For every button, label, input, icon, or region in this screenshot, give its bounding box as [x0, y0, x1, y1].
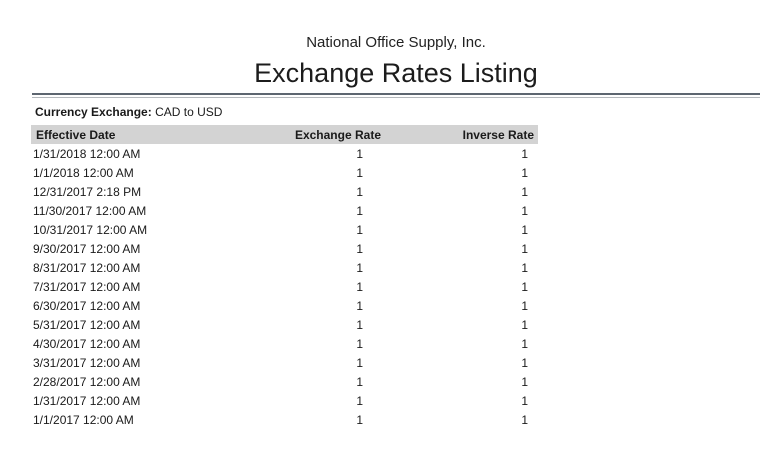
- exchange-rate-cell: 1: [356, 222, 363, 237]
- currency-exchange-label: Currency Exchange:: [35, 105, 152, 119]
- effective-date-cell: 1/1/2018 12:00 AM: [33, 165, 134, 180]
- exchange-rate-cell: 1: [356, 355, 363, 370]
- company-name: National Office Supply, Inc.: [306, 34, 486, 51]
- title-divider-rule: [32, 93, 760, 98]
- inverse-rate-cell: 1: [521, 165, 528, 180]
- effective-date-cell: 12/31/2017 2:18 PM: [33, 184, 142, 199]
- inverse-rate-cell: 1: [521, 317, 528, 332]
- inverse-rate-cell: 1: [521, 279, 528, 294]
- effective-date-cell: 1/1/2017 12:00 AM: [33, 412, 134, 427]
- effective-date-cell: 10/31/2017 12:00 AM: [33, 222, 148, 237]
- exchange-rate-cell: 1: [356, 184, 363, 199]
- inverse-rate-cell: 1: [521, 355, 528, 370]
- exchange-rate-cell: 1: [356, 374, 363, 389]
- report-page: National Office Supply, Inc. Exchange Ra…: [31, 0, 760, 429]
- report-title: Exchange Rates Listing: [254, 58, 538, 88]
- table-row: 10/31/2017 12:00 AM 1 1: [31, 220, 538, 239]
- table-row: 1/1/2017 12:00 AM 1 1: [31, 410, 538, 429]
- exchange-rate-cell: 1: [356, 279, 363, 294]
- table-row: 11/30/2017 12:00 AM 1 1: [31, 201, 538, 220]
- exchange-rate-cell: 1: [356, 165, 363, 180]
- table-row: 1/1/2018 12:00 AM 1 1: [31, 163, 538, 182]
- effective-date-cell: 8/31/2017 12:00 AM: [33, 260, 141, 275]
- table-row: 6/30/2017 12:00 AM 1 1: [31, 296, 538, 315]
- inverse-rate-cell: 1: [521, 298, 528, 313]
- table-row: 4/30/2017 12:00 AM 1 1: [31, 334, 538, 353]
- exchange-rate-cell: 1: [356, 393, 363, 408]
- exchange-rate-cell: 1: [356, 241, 363, 256]
- inverse-rate-cell: 1: [521, 241, 528, 256]
- column-header-exchange-rate: Exchange Rate: [294, 127, 381, 142]
- table-row: 1/31/2017 12:00 AM 1 1: [31, 391, 538, 410]
- effective-date-cell: 1/31/2018 12:00 AM: [33, 146, 141, 161]
- table-row: 1/31/2018 12:00 AM 1 1: [31, 144, 538, 163]
- exchange-rates-table: Effective Date Exchange Rate Inverse Rat…: [31, 125, 538, 429]
- effective-date-cell: 2/28/2017 12:00 AM: [33, 374, 141, 389]
- column-header-inverse-rate: Inverse Rate: [462, 127, 534, 142]
- table-header-row: Effective Date Exchange Rate Inverse Rat…: [31, 125, 538, 144]
- effective-date-cell: 5/31/2017 12:00 AM: [33, 317, 141, 332]
- table-row: 9/30/2017 12:00 AM 1 1: [31, 239, 538, 258]
- inverse-rate-cell: 1: [521, 374, 528, 389]
- exchange-rate-cell: 1: [356, 146, 363, 161]
- effective-date-cell: 4/30/2017 12:00 AM: [33, 336, 141, 351]
- inverse-rate-cell: 1: [521, 222, 528, 237]
- table-row: 5/31/2017 12:00 AM 1 1: [31, 315, 538, 334]
- currency-exchange-line: Currency Exchange: CAD to USD: [35, 106, 760, 119]
- exchange-rate-cell: 1: [356, 203, 363, 218]
- inverse-rate-cell: 1: [521, 412, 528, 427]
- table-row: 8/31/2017 12:00 AM 1 1: [31, 258, 538, 277]
- table-row: 7/31/2017 12:00 AM 1 1: [31, 277, 538, 296]
- effective-date-cell: 11/30/2017 12:00 AM: [33, 203, 147, 218]
- inverse-rate-cell: 1: [521, 393, 528, 408]
- exchange-rate-cell: 1: [356, 317, 363, 332]
- table-body: 1/31/2018 12:00 AM 1 1 1/1/2018 12:00 AM…: [31, 144, 538, 429]
- table-row: 2/28/2017 12:00 AM 1 1: [31, 372, 538, 391]
- effective-date-cell: 3/31/2017 12:00 AM: [33, 355, 141, 370]
- effective-date-cell: 9/30/2017 12:00 AM: [33, 241, 141, 256]
- inverse-rate-cell: 1: [521, 260, 528, 275]
- inverse-rate-cell: 1: [521, 203, 528, 218]
- effective-date-cell: 1/31/2017 12:00 AM: [33, 393, 141, 408]
- exchange-rate-cell: 1: [356, 260, 363, 275]
- currency-exchange-value: CAD to USD: [155, 105, 223, 119]
- table-row: 12/31/2017 2:18 PM 1 1: [31, 182, 538, 201]
- inverse-rate-cell: 1: [521, 336, 528, 351]
- effective-date-cell: 6/30/2017 12:00 AM: [33, 298, 141, 313]
- inverse-rate-cell: 1: [521, 146, 528, 161]
- inverse-rate-cell: 1: [521, 184, 528, 199]
- effective-date-cell: 7/31/2017 12:00 AM: [33, 279, 141, 294]
- exchange-rate-cell: 1: [356, 298, 363, 313]
- exchange-rate-cell: 1: [356, 412, 363, 427]
- column-header-effective-date: Effective Date: [36, 127, 116, 142]
- table-row: 3/31/2017 12:00 AM 1 1: [31, 353, 538, 372]
- exchange-rate-cell: 1: [356, 336, 363, 351]
